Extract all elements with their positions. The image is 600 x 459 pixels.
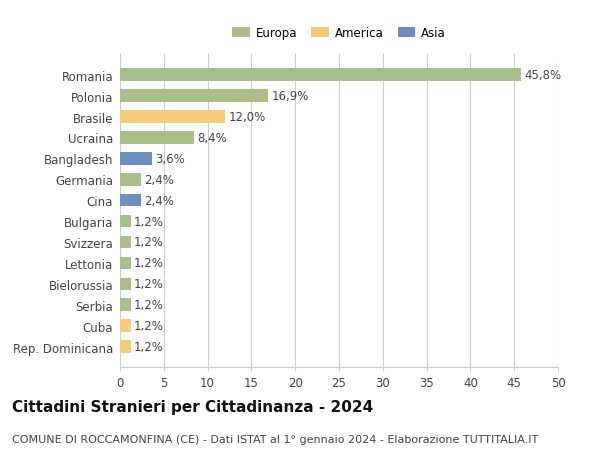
Text: 2,4%: 2,4%	[145, 174, 175, 186]
Bar	[120, 299, 131, 311]
Bar	[120, 195, 141, 207]
Text: Cittadini Stranieri per Cittadinanza - 2024: Cittadini Stranieri per Cittadinanza - 2…	[12, 399, 373, 414]
Text: 1,2%: 1,2%	[134, 257, 164, 270]
Bar	[120, 257, 131, 269]
Text: 1,2%: 1,2%	[134, 298, 164, 312]
Bar	[120, 174, 141, 186]
Bar	[120, 111, 225, 123]
Text: 8,4%: 8,4%	[197, 132, 227, 145]
Text: 16,9%: 16,9%	[272, 90, 309, 103]
Text: 1,2%: 1,2%	[134, 236, 164, 249]
Text: 1,2%: 1,2%	[134, 340, 164, 353]
Text: 2,4%: 2,4%	[145, 194, 175, 207]
Text: 45,8%: 45,8%	[525, 69, 562, 82]
Bar	[120, 236, 131, 249]
Bar	[120, 319, 131, 332]
Text: 12,0%: 12,0%	[229, 111, 266, 124]
Bar	[120, 215, 131, 228]
Bar	[120, 69, 521, 82]
Text: 1,2%: 1,2%	[134, 278, 164, 291]
Text: COMUNE DI ROCCAMONFINA (CE) - Dati ISTAT al 1° gennaio 2024 - Elaborazione TUTTI: COMUNE DI ROCCAMONFINA (CE) - Dati ISTAT…	[12, 434, 538, 444]
Legend: Europa, America, Asia: Europa, America, Asia	[229, 23, 449, 44]
Bar	[120, 90, 268, 103]
Text: 1,2%: 1,2%	[134, 215, 164, 228]
Text: 3,6%: 3,6%	[155, 152, 185, 165]
Bar	[120, 153, 152, 165]
Text: 1,2%: 1,2%	[134, 319, 164, 332]
Bar	[120, 278, 131, 291]
Bar	[120, 132, 194, 145]
Bar	[120, 341, 131, 353]
